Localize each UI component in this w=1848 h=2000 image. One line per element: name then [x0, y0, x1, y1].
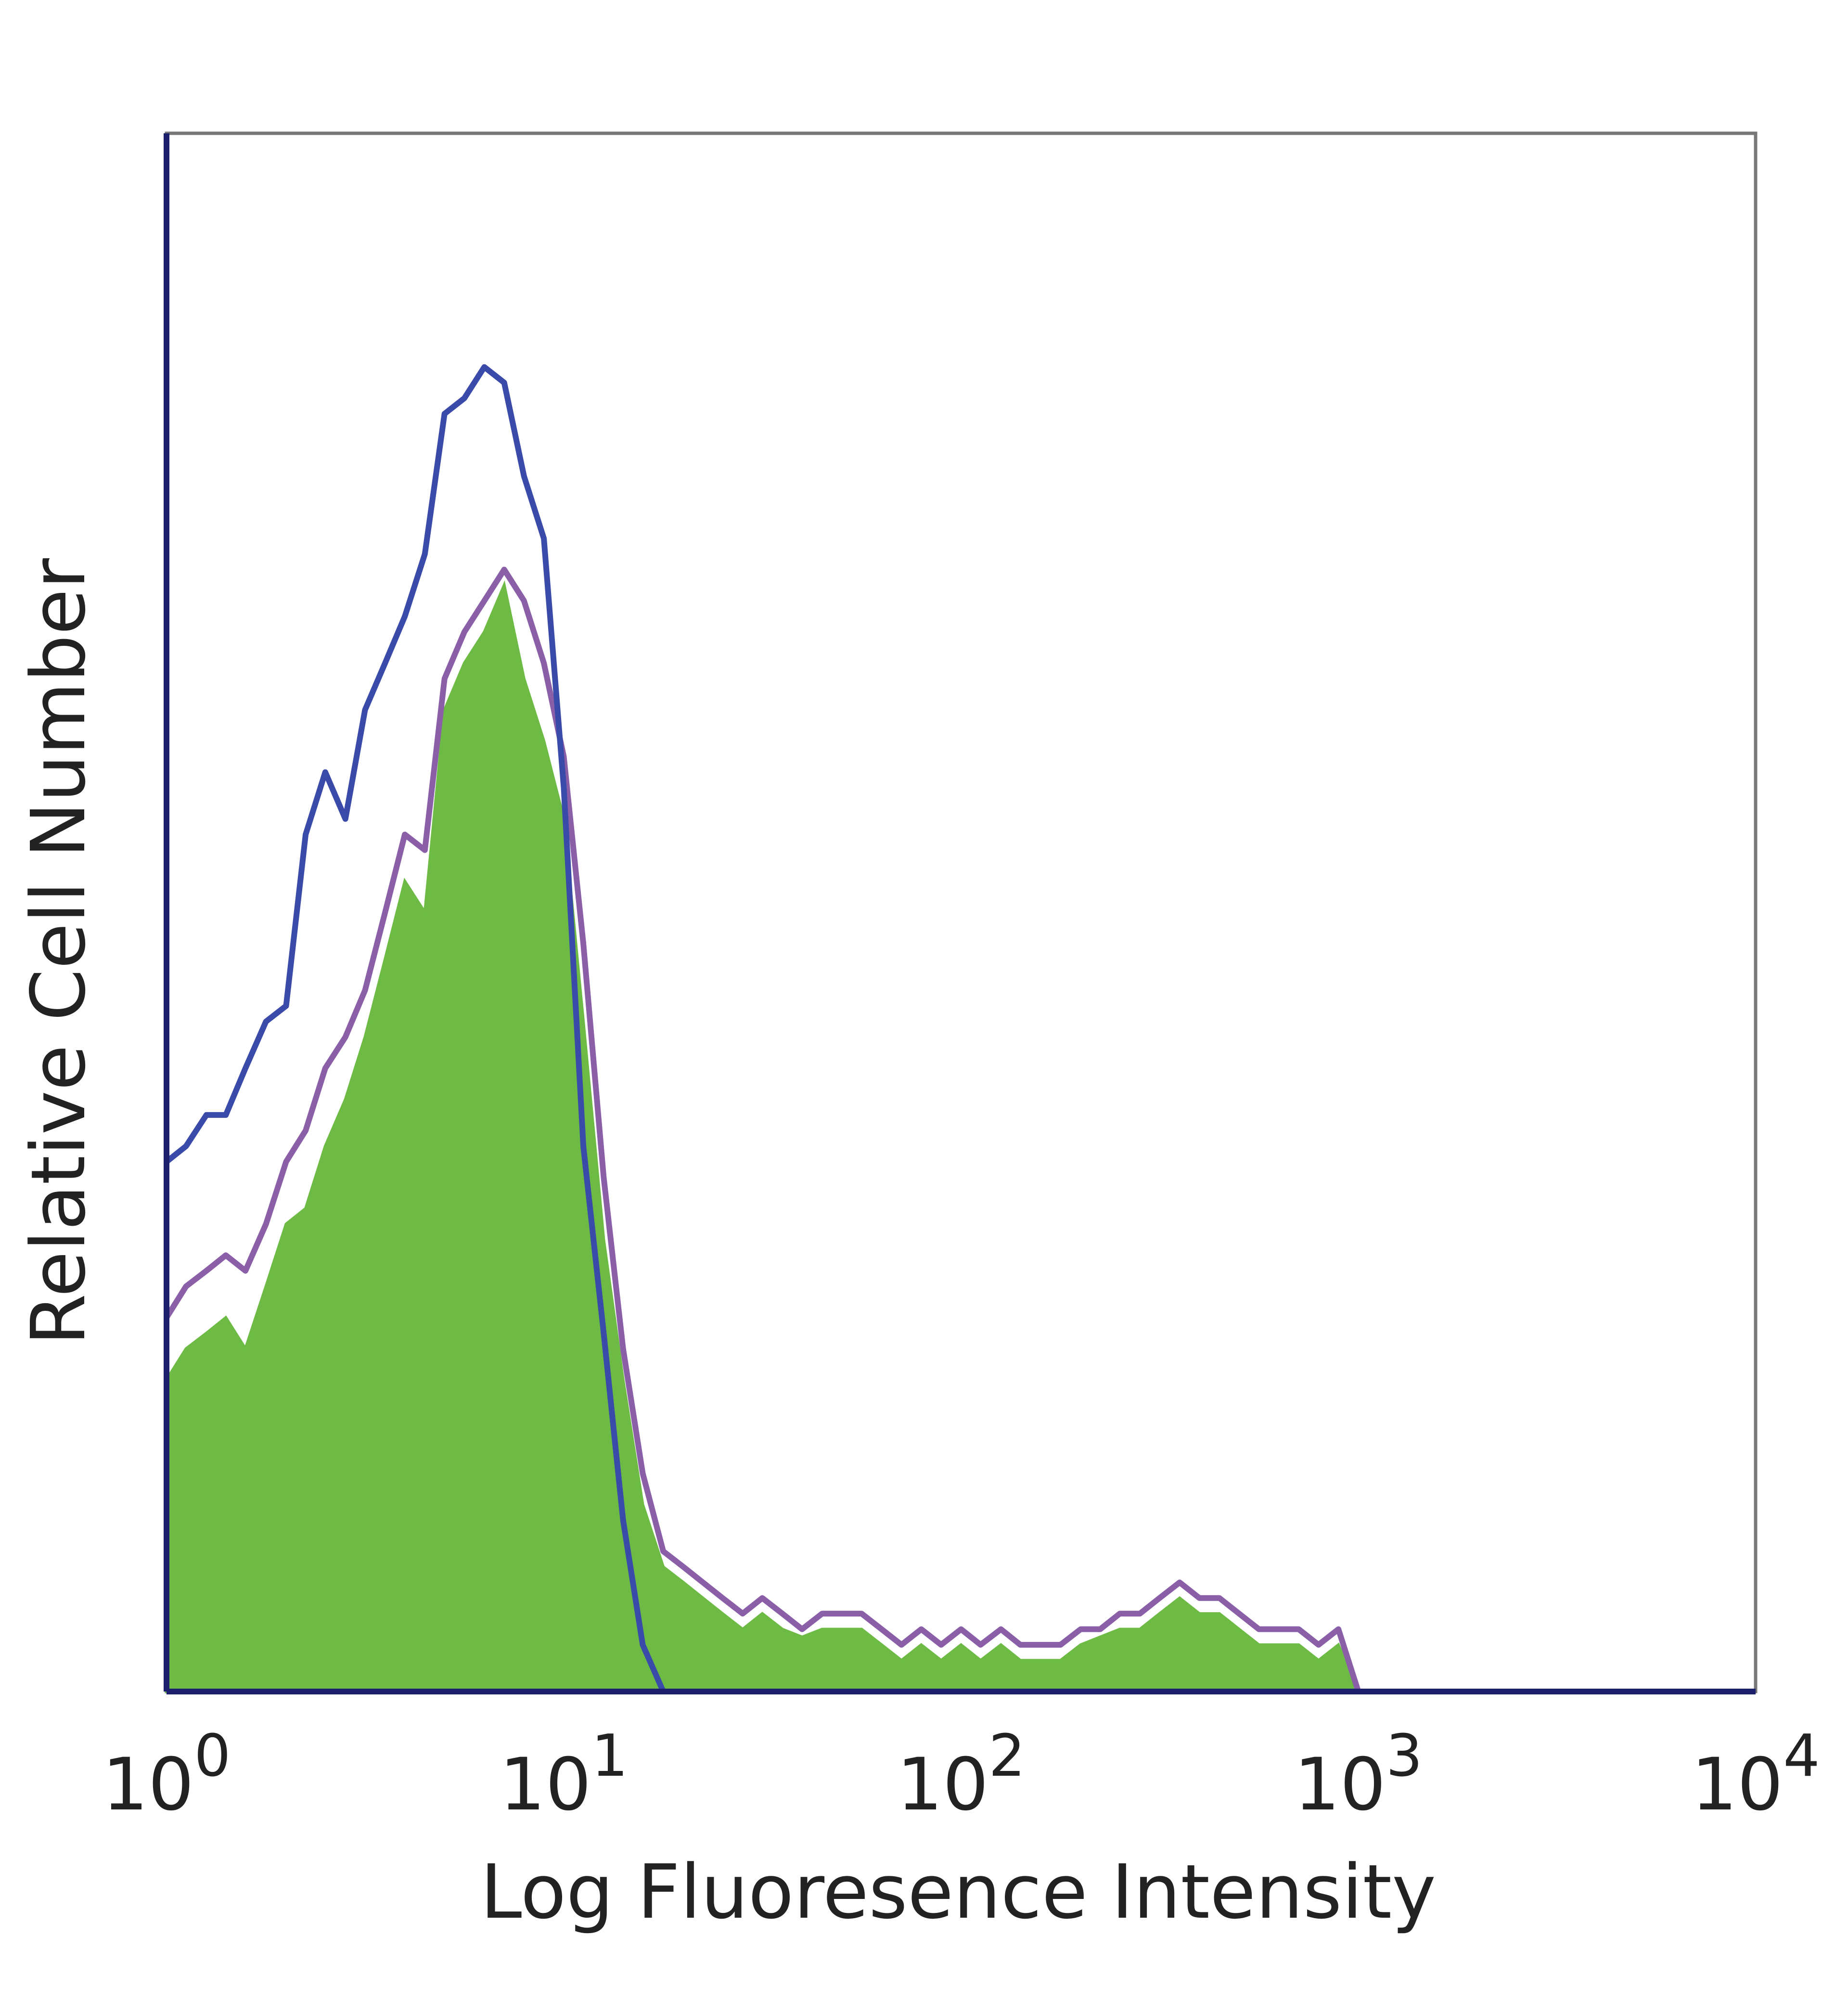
x-tick-base: 10 — [1294, 1743, 1386, 1827]
x-tick-exponent: 2 — [988, 1723, 1025, 1790]
histogram-area — [165, 580, 1361, 1693]
x-tick-base: 10 — [1691, 1743, 1783, 1827]
x-tick-label: 104 — [1691, 1723, 1820, 1827]
y-axis-label: Relative Cell Number — [15, 558, 102, 1346]
x-tick-base: 10 — [500, 1743, 591, 1827]
x-tick-label: 102 — [897, 1723, 1025, 1827]
x-tick-exponent: 4 — [1783, 1723, 1820, 1790]
x-tick-base: 10 — [102, 1743, 194, 1827]
x-tick-label: 100 — [102, 1723, 231, 1827]
x-tick-label: 103 — [1294, 1723, 1423, 1827]
x-tick-label: 101 — [500, 1723, 628, 1827]
x-tick-base: 10 — [897, 1743, 988, 1827]
x-tick-exponent: 0 — [194, 1723, 231, 1790]
x-tick-exponent: 3 — [1386, 1723, 1423, 1790]
x-tick-exponent: 1 — [591, 1723, 628, 1790]
histogram-line — [164, 566, 1361, 1692]
x-axis-label: Log Fluoresence Intensity — [480, 1848, 1436, 1936]
histogram-line — [165, 364, 683, 1694]
